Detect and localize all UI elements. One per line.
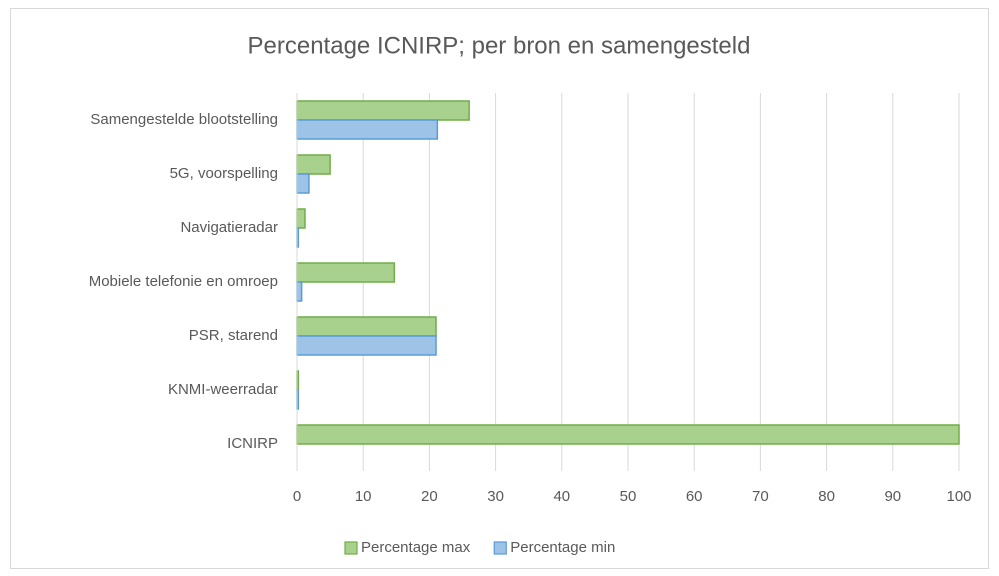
y-tick-label: KNMI-weerradar — [168, 381, 278, 398]
chart-title: Percentage ICNIRP; per bron en samengest… — [248, 32, 751, 59]
legend-swatch — [344, 541, 358, 555]
x-tick-label: 10 — [355, 488, 372, 505]
y-tick-label: PSR, starend — [189, 327, 278, 344]
x-tick-label: 20 — [421, 488, 438, 505]
bar — [296, 154, 331, 175]
bar — [296, 208, 306, 229]
bar — [296, 262, 396, 283]
legend-swatch — [493, 541, 507, 555]
bar — [296, 100, 470, 121]
bar — [296, 173, 310, 194]
x-tick-label: 100 — [946, 488, 971, 505]
y-tick-label: Navigatieradar — [180, 219, 278, 236]
legend-label: Percentage min — [510, 539, 615, 556]
x-tick-label: 90 — [884, 488, 901, 505]
x-tick-label: 50 — [620, 488, 637, 505]
x-tick-label: 40 — [553, 488, 570, 505]
bar — [296, 335, 437, 356]
y-tick-label: ICNIRP — [227, 435, 278, 452]
x-tick-label: 70 — [752, 488, 769, 505]
x-tick-label: 30 — [487, 488, 504, 505]
x-tick-label: 80 — [818, 488, 835, 505]
bar — [296, 424, 960, 445]
bar — [296, 281, 303, 302]
y-tick-label: Samengestelde blootstelling — [90, 111, 278, 128]
chart-border — [10, 8, 989, 569]
x-tick-label: 60 — [686, 488, 703, 505]
bar — [296, 119, 439, 140]
y-tick-label: 5G, voorspelling — [170, 165, 278, 182]
y-tick-label: Mobiele telefonie en omroep — [89, 273, 278, 290]
legend-label: Percentage max — [361, 539, 471, 556]
bar — [296, 316, 437, 337]
x-tick-label: 0 — [293, 488, 301, 505]
